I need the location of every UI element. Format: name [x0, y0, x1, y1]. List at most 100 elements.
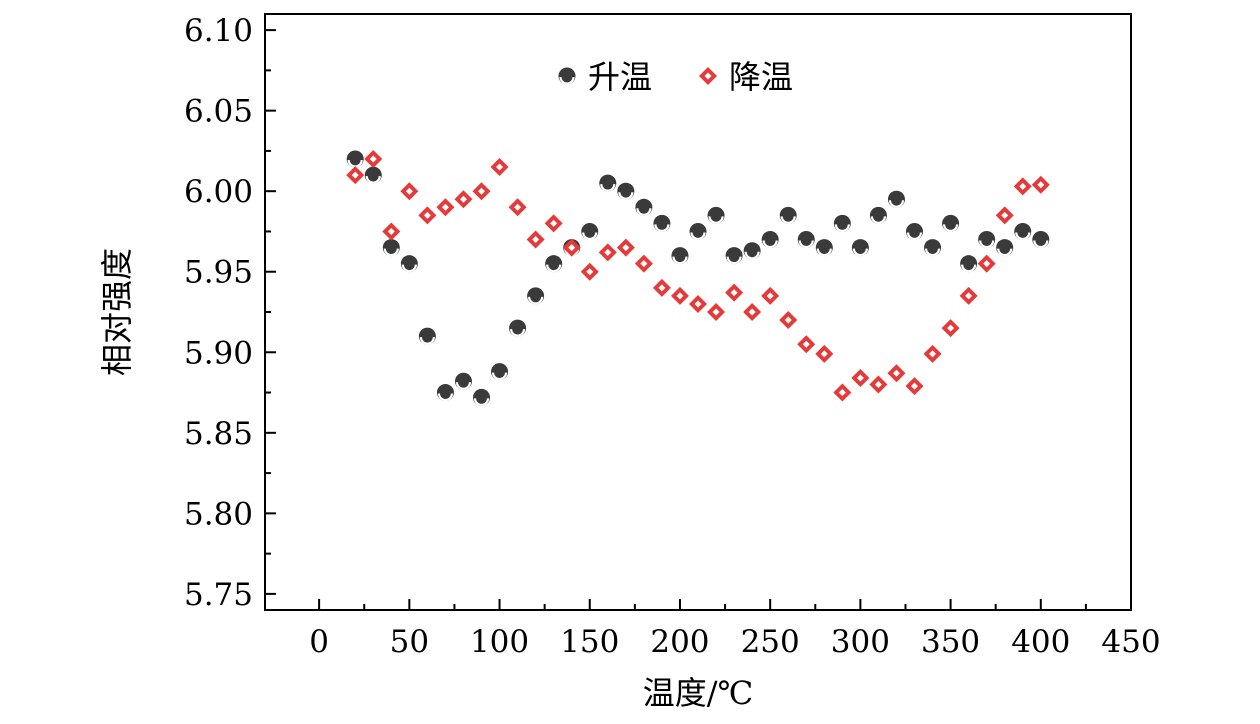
data-point-diamond	[887, 364, 906, 383]
legend-marker-diamond	[699, 67, 717, 85]
data-point-circle-highlight	[401, 264, 417, 273]
data-point-diamond	[544, 214, 563, 233]
data-point-diamond-highlight	[766, 292, 774, 300]
data-point-circle	[418, 327, 436, 345]
data-point-circle-highlight	[744, 251, 760, 260]
data-point-circle-highlight	[888, 200, 905, 208]
data-point-circle	[942, 214, 960, 232]
data-point-diamond-highlight	[820, 350, 828, 358]
x-tick-label: 100	[470, 624, 529, 660]
data-point-diamond-highlight	[550, 219, 558, 227]
data-point-diamond-highlight	[514, 203, 522, 211]
data-point-diamond	[905, 377, 924, 396]
y-axis-title: 相对强度	[98, 248, 136, 376]
data-point-circle	[887, 190, 905, 208]
data-point-circle-highlight	[546, 264, 562, 273]
data-point-diamond-highlight	[712, 308, 720, 316]
data-point-diamond	[689, 294, 707, 313]
legend-marker-circle-highlight	[559, 76, 575, 85]
data-point-diamond	[797, 335, 816, 354]
data-point-diamond-highlight	[441, 203, 449, 211]
data-point-diamond-highlight	[730, 289, 738, 297]
data-point-circle-fill	[887, 190, 905, 208]
data-point-diamond	[418, 206, 437, 225]
data-point-circle-fill	[527, 287, 545, 305]
data-point-diamond	[616, 238, 635, 257]
data-point-circle-highlight	[780, 216, 796, 224]
data-point-circle-fill	[851, 239, 869, 257]
data-point-diamond	[508, 198, 527, 217]
data-point-diamond-highlight	[1037, 181, 1045, 189]
legend-label-series-1: 升温	[588, 58, 652, 96]
data-point-diamond-highlight	[748, 308, 756, 316]
data-point-circle-fill	[960, 255, 978, 273]
data-point-diamond-highlight	[459, 195, 467, 203]
data-point-diamond-highlight	[423, 211, 431, 219]
data-point-circle	[617, 182, 635, 200]
data-point-circle-fill	[545, 255, 563, 273]
data-point-circle-fill	[978, 231, 996, 249]
y-tick-label: 5.85	[184, 416, 253, 452]
data-point-circle-fill	[1032, 231, 1050, 249]
data-point-circle-highlight	[654, 224, 670, 232]
data-point-diamond	[743, 303, 762, 321]
series-2	[346, 149, 1050, 402]
data-point-diamond-highlight	[784, 316, 792, 324]
data-point-circle	[996, 239, 1014, 257]
data-point-circle-fill	[779, 206, 797, 224]
data-point-circle-highlight	[708, 216, 724, 224]
data-point-circle-highlight	[600, 183, 616, 192]
data-point-circle-highlight	[437, 393, 454, 402]
data-point-circle	[743, 242, 761, 260]
data-point-diamond	[869, 375, 888, 394]
data-point-circle-fill	[671, 247, 689, 265]
data-point-circle	[635, 198, 653, 216]
x-tick-label: 450	[1101, 624, 1160, 660]
data-point-circle-fill	[599, 174, 617, 192]
data-point-diamond	[382, 222, 401, 241]
data-point-circle-highlight	[672, 256, 688, 265]
data-point-diamond-highlight	[478, 187, 485, 195]
data-point-circle-fill	[689, 222, 707, 240]
legend-marker-diamond-highlight	[704, 72, 712, 80]
data-point-circle	[707, 206, 725, 224]
data-point-circle-highlight	[491, 372, 508, 381]
data-point-diamond	[1031, 175, 1050, 194]
data-point-circle-fill	[346, 150, 364, 168]
data-point-circle-fill	[509, 319, 527, 337]
data-point-diamond	[977, 254, 996, 273]
x-tick-label: 350	[921, 624, 980, 660]
data-point-diamond	[562, 238, 581, 257]
data-point-circle-fill	[635, 198, 653, 216]
y-tick-label: 6.00	[184, 174, 253, 210]
data-point-circle-highlight	[509, 328, 526, 337]
data-point-circle-highlight	[365, 175, 381, 184]
y-axis-ticks: 5.75 5.80 5.85 5.90 5.95 6.00 6.05 6.10	[184, 13, 276, 613]
x-tick-label: 250	[741, 624, 800, 660]
data-point-circle-fill	[725, 247, 743, 265]
data-point-diamond	[400, 182, 419, 201]
x-tick-label: 400	[1011, 624, 1070, 660]
data-point-circle-highlight	[528, 296, 544, 305]
data-point-circle-fill	[743, 242, 761, 260]
data-point-circle	[725, 247, 743, 265]
data-point-circle-fill	[761, 231, 779, 249]
data-point-circle-highlight	[1015, 232, 1031, 241]
data-point-circle	[851, 239, 869, 257]
data-point-diamond	[526, 230, 545, 249]
data-point-circle-highlight	[636, 208, 652, 216]
data-point-diamond-highlight	[1019, 182, 1027, 190]
data-point-diamond-highlight	[694, 300, 702, 308]
data-point-diamond-highlight	[622, 244, 630, 252]
x-tick-label: 50	[390, 624, 429, 660]
x-tick-label: 0	[309, 624, 329, 660]
x-tick-label: 150	[560, 624, 619, 660]
data-point-circle	[436, 384, 454, 402]
data-point-diamond	[941, 319, 960, 338]
data-point-circle	[473, 388, 490, 406]
data-point-diamond	[1013, 177, 1032, 196]
data-point-circle-fill	[833, 214, 851, 232]
data-point-diamond	[634, 254, 653, 273]
data-point-diamond	[364, 149, 383, 168]
data-point-circle-highlight	[582, 232, 598, 241]
